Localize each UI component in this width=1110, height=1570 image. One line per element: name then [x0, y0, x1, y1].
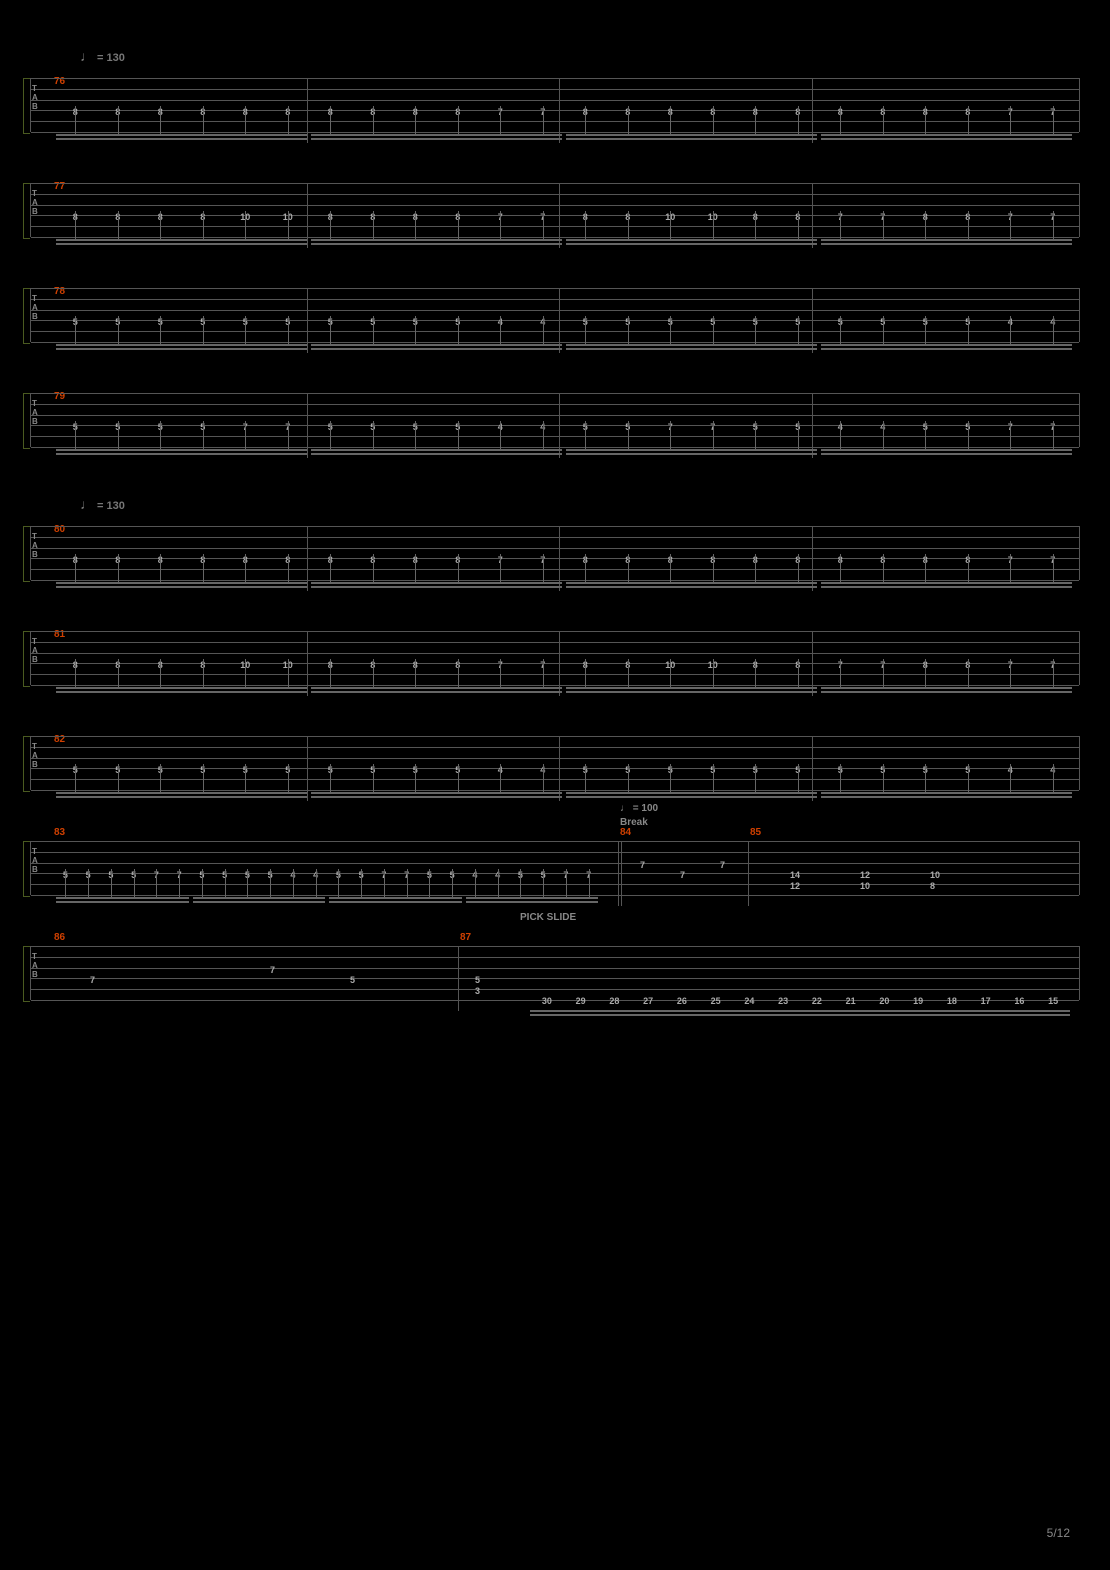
tempo-marking: ♩ = 130 [80, 50, 1080, 66]
fret-number: 7 [720, 860, 725, 870]
fret-number: 17 [969, 996, 1003, 1006]
measure-number: 87 [460, 932, 471, 943]
fret-number: 8 [930, 881, 935, 891]
fret-number: 30 [530, 996, 564, 1006]
fret-number: 23 [766, 996, 800, 1006]
fret-number: 12 [790, 881, 800, 891]
fret-number: 26 [665, 996, 699, 1006]
staff-bracket [23, 183, 30, 239]
fret-number: 16 [1003, 996, 1037, 1006]
tab-staff: TAB83♩ = 100Break84855555775555445577554… [30, 841, 1080, 906]
tab-staff: 82TAB555555555544555555555544 [30, 736, 1080, 801]
fret-number: 27 [631, 996, 665, 1006]
tab-staff: 76TAB888888888877888888888877 [30, 78, 1080, 143]
tempo-marking: ♩ = 130 [80, 498, 1080, 514]
fret-number: 20 [868, 996, 902, 1006]
measure-number: 86 [54, 932, 65, 943]
fret-number: 12 [860, 870, 870, 880]
tab-clef: TAB [32, 84, 38, 111]
fret-number: 19 [901, 996, 935, 1006]
tab-staff: TAB8687PICK SLIDE77553302928272625242322… [30, 946, 1080, 1011]
fret-number: 28 [598, 996, 632, 1006]
fret-number: 18 [935, 996, 969, 1006]
staff-bracket [23, 841, 30, 897]
tempo-marking: ♩ = 100 [620, 803, 658, 814]
staff-bracket [23, 946, 30, 1002]
fret-number: 14 [790, 870, 800, 880]
fret-number: 24 [733, 996, 767, 1006]
tab-staff: 80TAB888888888877888888888877 [30, 526, 1080, 591]
tab-clef: TAB [32, 847, 38, 874]
page-number: 5/12 [1047, 1526, 1070, 1540]
tab-staff: 77TAB8888101088887788101088778877 [30, 183, 1080, 248]
fret-number: 3 [475, 986, 480, 996]
tab-clef: TAB [32, 952, 38, 979]
fret-number: 29 [564, 996, 598, 1006]
staff-bracket [23, 631, 30, 687]
fret-number: 15 [1036, 996, 1070, 1006]
fret-number: 21 [834, 996, 868, 1006]
tab-staff: 79TAB555577555544557755445577 [30, 393, 1080, 458]
tab-staff: 78TAB555555555544555555555544 [30, 288, 1080, 353]
measure-number: 84 [620, 827, 631, 838]
fret-number: 7 [640, 860, 645, 870]
staff-bracket [23, 736, 30, 792]
fret-number: 10 [860, 881, 870, 891]
fret-number: 7 [90, 975, 95, 985]
fret-number: 5 [475, 975, 480, 985]
fret-number: 7 [680, 870, 685, 880]
fret-number: 7 [270, 965, 275, 975]
tab-clef: TAB [32, 399, 38, 426]
staff-bracket [23, 78, 30, 134]
tab-clef: TAB [32, 742, 38, 769]
tab-staff: 81TAB8888101088887788101088778877 [30, 631, 1080, 696]
tab-clef: TAB [32, 637, 38, 664]
fret-number: 25 [699, 996, 733, 1006]
staff-bracket [23, 526, 30, 582]
fret-number: 22 [800, 996, 834, 1006]
fret-number: 10 [930, 870, 940, 880]
measure-number: 83 [54, 827, 65, 838]
staff-bracket [23, 288, 30, 344]
tab-clef: TAB [32, 294, 38, 321]
pick-slide-label: PICK SLIDE [520, 912, 576, 923]
measure-number: 85 [750, 827, 761, 838]
tab-clef: TAB [32, 189, 38, 216]
tab-clef: TAB [32, 532, 38, 559]
staff-bracket [23, 393, 30, 449]
fret-number: 5 [350, 975, 355, 985]
